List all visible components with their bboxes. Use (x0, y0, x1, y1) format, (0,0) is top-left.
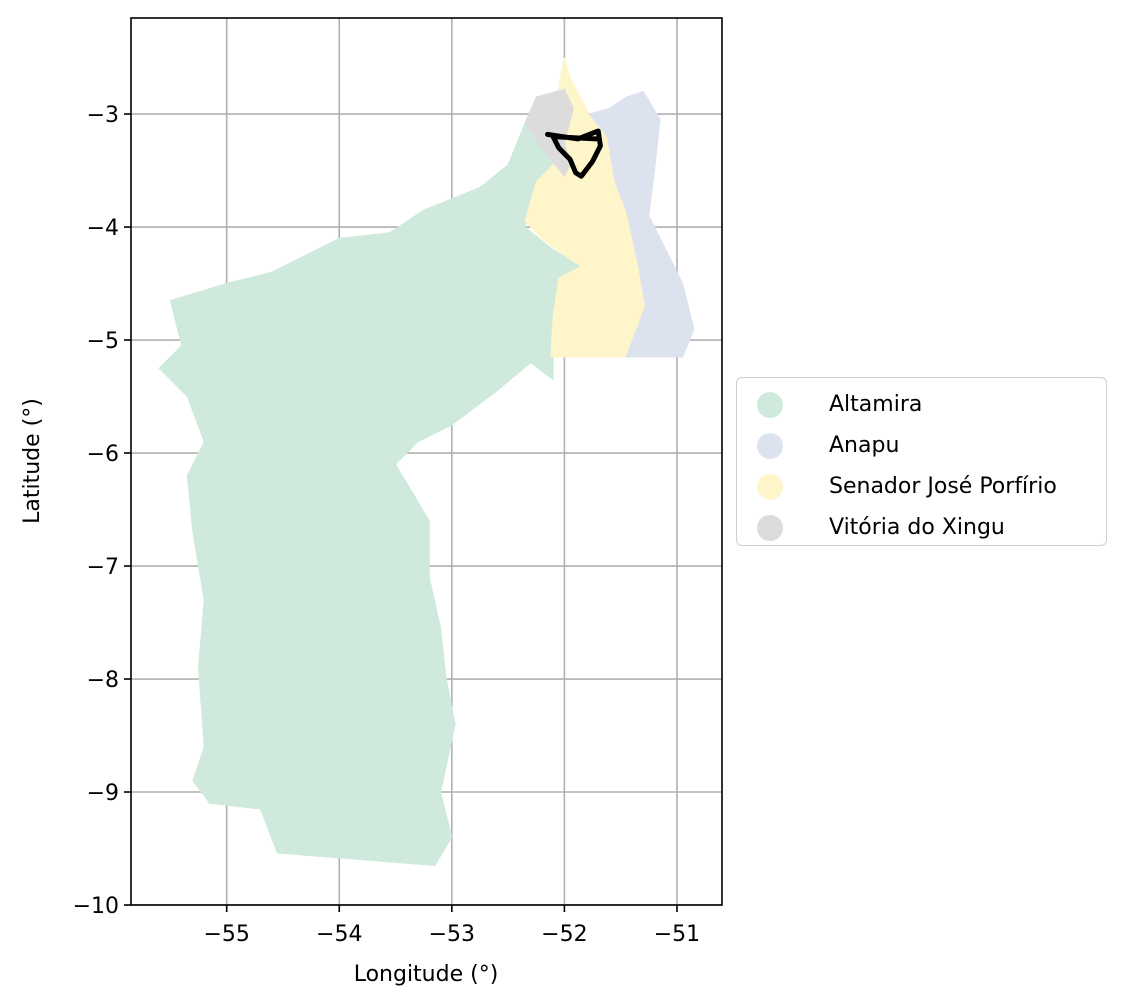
y-tick-label: −4 (87, 216, 119, 241)
municipality-regions (159, 58, 694, 866)
y-tick-label: −9 (87, 781, 119, 806)
legend-label: Senador José Porfírio (829, 474, 1057, 499)
legend-marker-vitoria-do-xingu (757, 515, 783, 541)
legend-marker-altamira (757, 392, 783, 418)
x-tick-label: −53 (429, 922, 475, 947)
x-tick-label: −55 (203, 922, 249, 947)
y-axis-label: Latitude (°) (20, 398, 45, 524)
legend-marker-anapu (757, 433, 783, 459)
legend-label: Vitória do Xingu (829, 515, 1005, 540)
y-tick-label: −6 (87, 442, 119, 467)
legend: Altamira Anapu Senador José Porfírio Vit… (736, 377, 1107, 546)
x-axis-label: Longitude (°) (354, 962, 499, 987)
y-tick-label: −5 (87, 329, 119, 354)
y-tick-label: −7 (87, 555, 119, 580)
legend-label: Anapu (829, 433, 899, 458)
legend-item-altamira: Altamira (757, 384, 1106, 425)
legend-item-anapu: Anapu (757, 425, 1106, 466)
legend-marker-senador-jose-porfirio (757, 474, 783, 500)
legend-item-senador-jose-porfirio: Senador José Porfírio (757, 466, 1106, 507)
y-tick-label: −8 (87, 668, 119, 693)
region-altamira (159, 123, 581, 865)
y-tick-label: −10 (73, 894, 119, 919)
legend-item-vitoria-do-xingu: Vitória do Xingu (757, 507, 1106, 548)
x-tick-label: −52 (541, 922, 587, 947)
x-tick-label: −54 (316, 922, 362, 947)
x-tick-label: −51 (654, 922, 700, 947)
legend-label: Altamira (829, 392, 922, 417)
y-tick-label: −3 (87, 103, 119, 128)
